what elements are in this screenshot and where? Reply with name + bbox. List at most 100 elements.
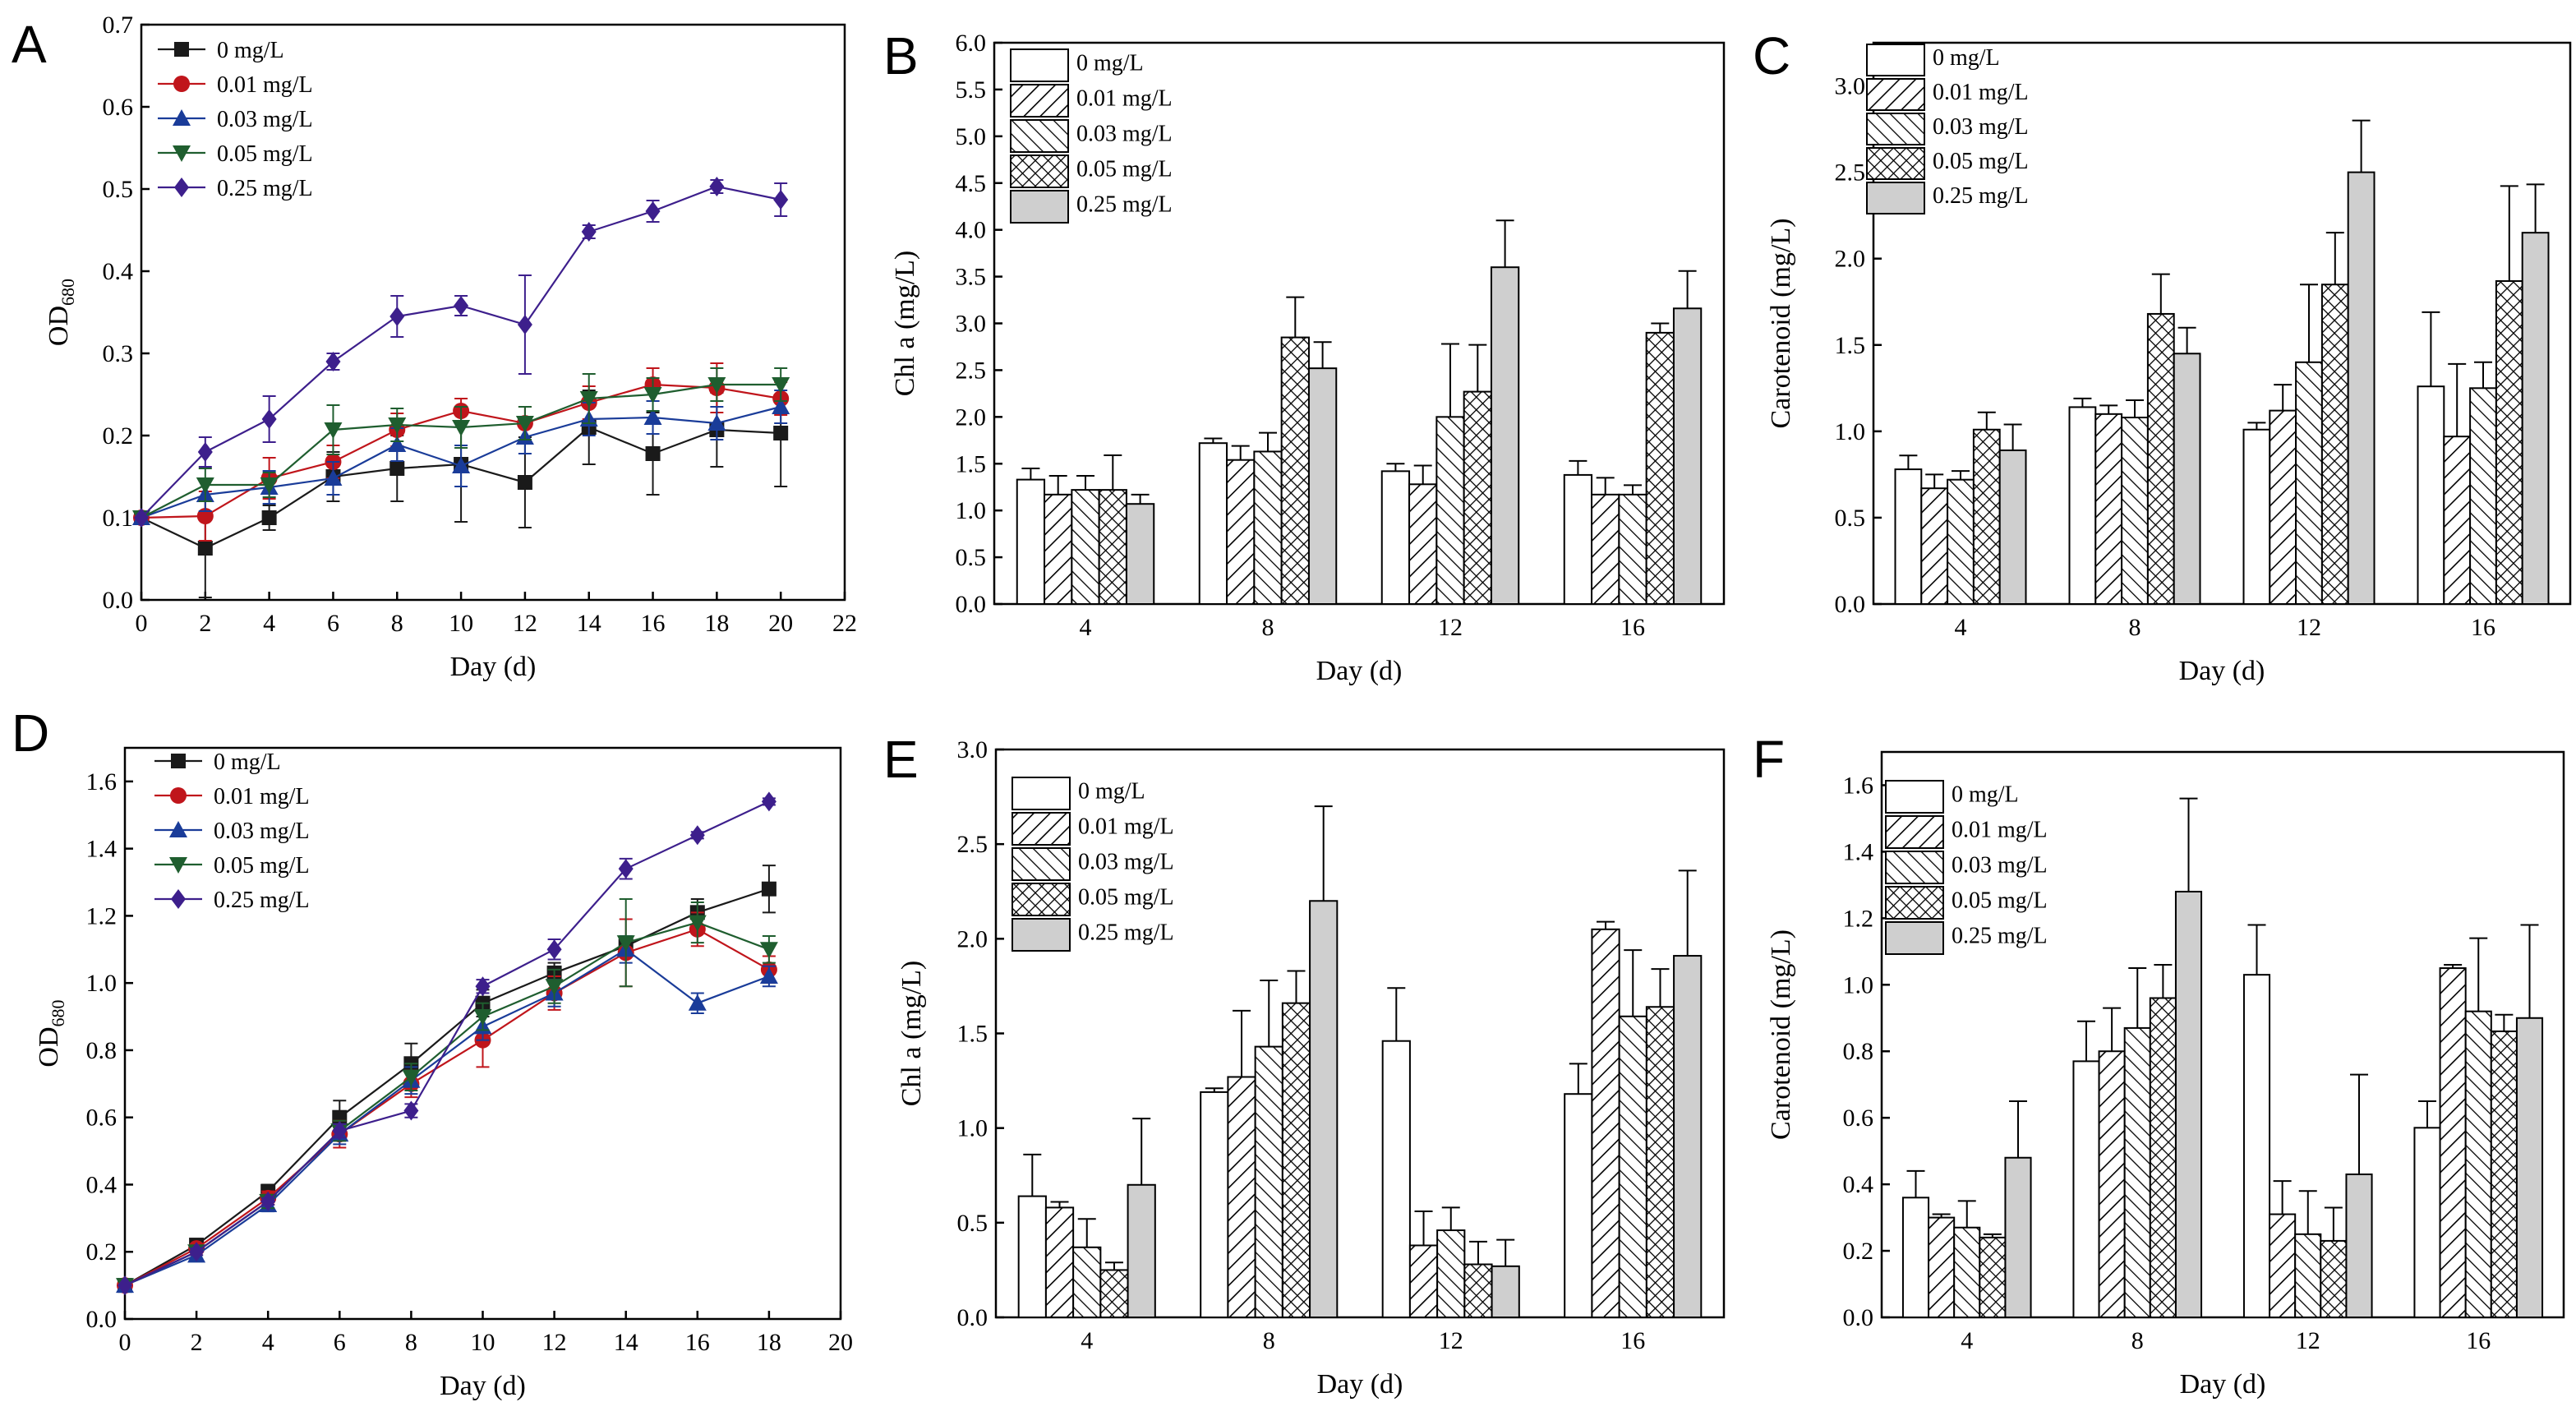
- panel-a-series-4: [134, 177, 789, 528]
- panel-b-bar-1-1: [1226, 459, 1256, 605]
- panel-a-xtick-label-3: 6: [327, 610, 339, 637]
- panel-b-ytick-label-6: 3.0: [956, 311, 987, 338]
- panel-c-legend-swatch-3: [1866, 147, 1925, 180]
- panel-a-point-3-1: [196, 477, 214, 494]
- panel-f-bar-1-2: [2269, 1213, 2297, 1319]
- panel-f-ytick-label-3: 0.6: [1843, 1104, 1874, 1132]
- panel-d-series-0: [118, 865, 776, 1294]
- panel-a-point-0-4: [389, 461, 405, 476]
- panel-e-xtick-label-3: 16: [1620, 1327, 1645, 1354]
- panel-a-legend-label-4: 0.25 mg/L: [217, 176, 313, 201]
- panel-f-bar-4-2: [2345, 1173, 2373, 1318]
- panel-a-xtick-label-8: 16: [641, 610, 666, 637]
- panel-e-ytick-label-2: 1.0: [957, 1115, 988, 1142]
- panel-b-bar-2-1: [1253, 450, 1283, 605]
- panel-e-bar-3-3: [1645, 1006, 1675, 1318]
- panel-e-bar-0-0: [1017, 1195, 1047, 1318]
- panel-letter-a: A: [12, 15, 47, 74]
- panel-b-xtick-label-3: 16: [1620, 614, 1645, 641]
- panel-c-bar-3-3: [2495, 280, 2523, 605]
- panel-b-xlabel: Day (d): [1316, 656, 1403, 686]
- panel-a-series-3: [132, 367, 790, 527]
- panel-a-legend-label-2: 0.03 mg/L: [217, 107, 313, 132]
- panel-b-bar-4-0: [1125, 503, 1155, 605]
- panel-d-point-4-7: [618, 859, 634, 879]
- panel-d-xtick-label-9: 18: [757, 1329, 781, 1356]
- panel-a-xtick-label-10: 20: [768, 610, 793, 637]
- panel-a-xlabel: Day (d): [450, 652, 537, 682]
- panel-d-point-2-8: [688, 994, 707, 1011]
- panel-b-legend-swatch-0: [1010, 48, 1069, 82]
- panel-b-xtick-label-2: 12: [1438, 614, 1463, 641]
- panel-b-bar-2-2: [1435, 416, 1465, 606]
- panel-a-point-2-10: [772, 398, 790, 414]
- panel-e-series-0: [1017, 987, 1593, 1318]
- panel-letter-b: B: [883, 26, 919, 85]
- panel-d-point-4-1: [189, 1242, 205, 1262]
- panel-c-ytick-label-0: 0.0: [1835, 591, 1866, 618]
- panel-f-bar-2-1: [2123, 1026, 2151, 1318]
- panel-c-bar-3-2: [2320, 284, 2349, 605]
- panel-c-ytick-label-3: 1.5: [1835, 332, 1866, 359]
- panel-f-legend-label-4: 0.25 mg/L: [1952, 924, 2048, 949]
- panel-c-series-1: [1920, 362, 2472, 606]
- panel-d-xtick-label-6: 12: [542, 1329, 567, 1356]
- panel-b-bar-3-3: [1645, 331, 1675, 605]
- panel-c-legend-swatch-1: [1866, 78, 1925, 111]
- panel-f-legend-swatch-0: [1885, 780, 1944, 814]
- panel-e-legend-label-3: 0.05 mg/L: [1078, 885, 1174, 911]
- panel-b-ylabel: Chl a (mg/L): [890, 251, 920, 397]
- panel-b-legend-swatch-3: [1010, 154, 1069, 188]
- panel-f-ytick-label-7: 1.4: [1843, 838, 1874, 865]
- panel-e-legend-swatch-4: [1012, 918, 1071, 952]
- panel-d-ytick-label-5: 1.0: [86, 970, 118, 997]
- panel-e-bar-1-3: [1591, 928, 1620, 1318]
- panel-e-legend-swatch-3: [1012, 883, 1071, 916]
- panel-d-xtick-label-7: 14: [614, 1329, 638, 1356]
- panel-e-bar-2-2: [1436, 1229, 1466, 1319]
- panel-f-series-1: [1928, 964, 2467, 1319]
- panel-a-point-2-9: [707, 414, 726, 431]
- panel-a-legend-label-3: 0.05 mg/L: [217, 141, 313, 167]
- panel-f-bar-0-2: [2242, 974, 2271, 1318]
- panel-d-series-line-1: [124, 928, 770, 1287]
- panel-e-ytick-label-5: 2.5: [957, 831, 988, 858]
- panel-d-ytick-label-4: 0.8: [86, 1037, 118, 1064]
- panel-a-point-3-5: [452, 420, 471, 436]
- panel-d-legend-label-4: 0.25 mg/L: [214, 888, 310, 913]
- panel-e-bar-0-2: [1381, 1040, 1411, 1318]
- panel-a-point-3-9: [707, 377, 726, 394]
- panel-d-series-line-4: [124, 800, 770, 1287]
- panel-a-xtick-label-9: 18: [704, 610, 729, 637]
- panel-d-xtick-label-2: 4: [262, 1329, 274, 1356]
- panel-b-ytick-label-11: 5.5: [956, 76, 987, 104]
- panel-c-bar-1-0: [1920, 487, 1949, 605]
- panel-e-legend-swatch-1: [1012, 812, 1071, 846]
- panel-letter-e: E: [883, 730, 919, 789]
- panel-f-legend-swatch-1: [1885, 815, 1944, 849]
- panel-b-ytick-label-7: 3.5: [956, 264, 987, 291]
- panel-d-series-4: [118, 791, 776, 1296]
- panel-f-bar-0-3: [2413, 1127, 2441, 1318]
- panel-c-xtick-label-0: 4: [1955, 614, 1967, 641]
- panel-a-point-4-6: [517, 315, 532, 334]
- chl-chart-b: 0.0 0.5 1.0 1.5 2.0 2.5 3.0 3.5 4.0 4.5 5.0 5.5 6.0 C…: [890, 30, 1726, 686]
- panel-c-bar-3-0: [1972, 428, 2001, 606]
- panel-a-xtick-label-6: 12: [513, 610, 537, 637]
- panel-b-ytick-label-3: 1.5: [956, 450, 987, 477]
- panel-d-ylabel: OD680: [34, 999, 68, 1067]
- panel-b-series-4: [1125, 219, 1703, 605]
- panel-f-bar-4-1: [2174, 890, 2203, 1319]
- panel-c-xtick-label-2: 12: [2297, 614, 2321, 641]
- panel-f-xtick-label-2: 12: [2296, 1327, 2320, 1354]
- panel-d-point-4-2: [260, 1191, 276, 1211]
- panel-b-bar-3-2: [1463, 390, 1492, 605]
- panel-e-legend-label-2: 0.03 mg/L: [1078, 850, 1174, 875]
- panel-a-point-4-5: [454, 296, 469, 316]
- panel-b-bar-0-3: [1563, 473, 1593, 605]
- panel-d-point-4-4: [403, 1100, 419, 1121]
- panel-d-legend-label-1: 0.01 mg/L: [214, 784, 310, 809]
- panel-e-series-3: [1099, 968, 1675, 1319]
- panel-c-bar-2-3: [2469, 387, 2497, 605]
- panel-b-series-1: [1044, 445, 1620, 605]
